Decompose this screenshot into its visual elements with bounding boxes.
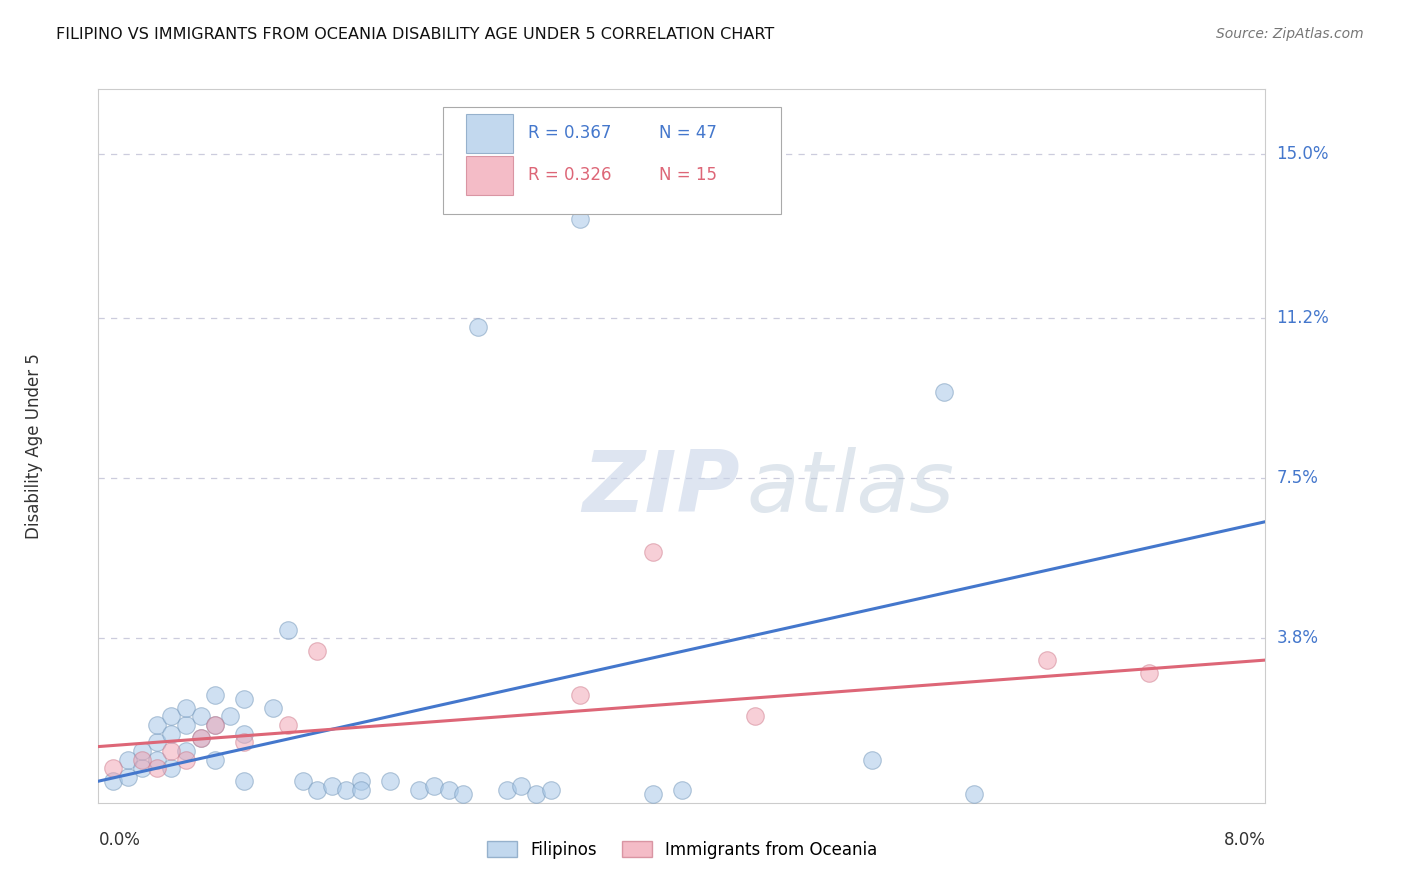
Point	[437, 782, 460, 797]
Text: N = 15: N = 15	[658, 166, 717, 184]
Point	[350, 782, 373, 797]
Point	[641, 545, 664, 559]
Point	[744, 709, 766, 723]
Text: FILIPINO VS IMMIGRANTS FROM OCEANIA DISABILITY AGE UNDER 5 CORRELATION CHART: FILIPINO VS IMMIGRANTS FROM OCEANIA DISA…	[56, 27, 775, 42]
Point	[934, 384, 956, 399]
Point	[233, 735, 256, 749]
Point	[146, 753, 169, 767]
Point	[1035, 653, 1057, 667]
Point	[540, 782, 562, 797]
Point	[568, 688, 591, 702]
Point	[160, 726, 183, 740]
Point	[131, 744, 153, 758]
Point	[117, 770, 139, 784]
Point	[146, 761, 169, 775]
Text: ZIP: ZIP	[582, 447, 741, 531]
Point	[321, 779, 343, 793]
Point	[291, 774, 314, 789]
Point	[233, 726, 256, 740]
Point	[423, 779, 446, 793]
Text: R = 0.367: R = 0.367	[527, 125, 612, 143]
Point	[350, 774, 373, 789]
Point	[233, 774, 256, 789]
Point	[190, 731, 212, 745]
Point	[117, 753, 139, 767]
Point	[496, 782, 519, 797]
Point	[146, 718, 169, 732]
Text: 7.5%: 7.5%	[1277, 469, 1319, 487]
Point	[190, 709, 212, 723]
Point	[160, 744, 183, 758]
Point	[174, 700, 197, 714]
Point	[146, 735, 169, 749]
Point	[174, 744, 197, 758]
Point	[262, 700, 284, 714]
Point	[277, 623, 299, 637]
Point	[671, 782, 693, 797]
Text: 8.0%: 8.0%	[1223, 831, 1265, 849]
Text: 3.8%: 3.8%	[1277, 630, 1319, 648]
Text: N = 47: N = 47	[658, 125, 717, 143]
Point	[860, 753, 883, 767]
Point	[524, 787, 547, 801]
Point	[101, 774, 124, 789]
Point	[467, 320, 489, 334]
Point	[131, 761, 153, 775]
Point	[204, 718, 226, 732]
Point	[204, 688, 226, 702]
Point	[190, 731, 212, 745]
Text: 15.0%: 15.0%	[1277, 145, 1329, 163]
Point	[1137, 666, 1160, 681]
Point	[204, 718, 226, 732]
Point	[568, 211, 591, 226]
Text: 11.2%: 11.2%	[1277, 310, 1329, 327]
Text: Source: ZipAtlas.com: Source: ZipAtlas.com	[1216, 27, 1364, 41]
Point	[510, 779, 533, 793]
Point	[160, 761, 183, 775]
Text: Disability Age Under 5: Disability Age Under 5	[25, 353, 44, 539]
Point	[101, 761, 124, 775]
Point	[641, 787, 664, 801]
Point	[962, 787, 984, 801]
Point	[277, 718, 299, 732]
Text: atlas: atlas	[747, 447, 955, 531]
Point	[160, 709, 183, 723]
Point	[218, 709, 240, 723]
FancyBboxPatch shape	[465, 155, 513, 194]
Point	[174, 753, 197, 767]
Point	[131, 753, 153, 767]
FancyBboxPatch shape	[465, 114, 513, 153]
Point	[204, 753, 226, 767]
Legend: Filipinos, Immigrants from Oceania: Filipinos, Immigrants from Oceania	[479, 835, 884, 866]
Point	[451, 787, 474, 801]
Point	[378, 774, 402, 789]
Text: R = 0.326: R = 0.326	[527, 166, 612, 184]
Point	[307, 782, 329, 797]
Point	[408, 782, 430, 797]
Point	[335, 782, 357, 797]
Point	[174, 718, 197, 732]
Text: 0.0%: 0.0%	[98, 831, 141, 849]
FancyBboxPatch shape	[443, 107, 782, 214]
Point	[233, 692, 256, 706]
Point	[307, 644, 329, 658]
